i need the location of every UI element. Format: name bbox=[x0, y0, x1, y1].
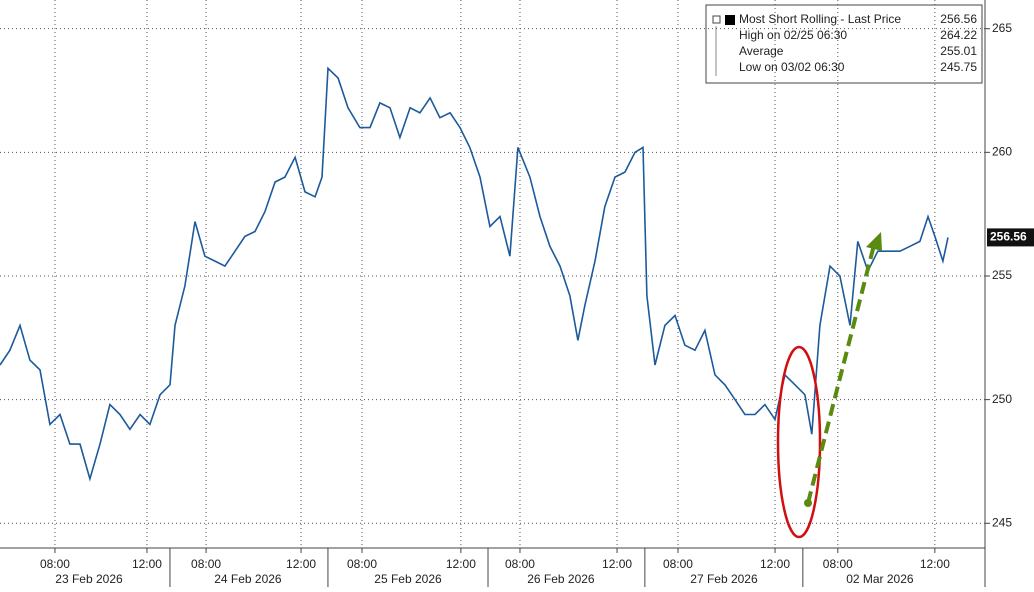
legend-label: Most Short Rolling - Last Price bbox=[739, 12, 901, 26]
x-tick-label: 12:00 bbox=[920, 557, 950, 571]
legend-box bbox=[705, 4, 983, 84]
last-price-tag bbox=[987, 228, 1034, 247]
y-tick-label: 250 bbox=[992, 392, 1012, 406]
y-tick-label: 245 bbox=[992, 515, 1012, 529]
date-label: 26 Feb 2026 bbox=[527, 572, 595, 586]
trend-start bbox=[804, 499, 812, 507]
x-tick-label: 08:00 bbox=[191, 557, 221, 571]
legend-label: Low on 03/02 06:30 bbox=[739, 60, 845, 74]
trend-arrowhead bbox=[866, 232, 882, 251]
x-tick-label: 12:00 bbox=[286, 557, 316, 571]
legend-label: High on 02/25 06:30 bbox=[739, 28, 847, 42]
date-label: 27 Feb 2026 bbox=[690, 572, 758, 586]
x-tick-label: 12:00 bbox=[132, 557, 162, 571]
x-tick-label: 12:00 bbox=[446, 557, 476, 571]
legend-value: 245.75 bbox=[940, 60, 977, 74]
price-line bbox=[0, 66, 949, 482]
date-label: 25 Feb 2026 bbox=[374, 572, 442, 586]
legend-value: 256.56 bbox=[940, 12, 977, 26]
legend-label: Average bbox=[739, 44, 784, 58]
x-tick-label: 08:00 bbox=[505, 557, 535, 571]
legend-swatch bbox=[725, 15, 735, 25]
x-tick-label: 08:00 bbox=[40, 557, 70, 571]
x-tick-label: 12:00 bbox=[602, 557, 632, 571]
y-tick-label: 255 bbox=[992, 268, 1012, 282]
x-tick-label: 08:00 bbox=[823, 557, 853, 571]
trend-arrow bbox=[806, 244, 876, 504]
legend: Most Short Rolling - Last Price 256.56 Hig… bbox=[705, 4, 983, 84]
x-tick-label: 08:00 bbox=[663, 557, 693, 571]
x-tick-label: 12:00 bbox=[760, 557, 790, 571]
date-label: 02 Mar 2026 bbox=[846, 572, 914, 586]
date-label: 23 Feb 2026 bbox=[55, 572, 123, 586]
legend-value: 264.22 bbox=[940, 28, 977, 42]
x-tick-label: 08:00 bbox=[347, 557, 377, 571]
legend-value: 255.01 bbox=[940, 44, 977, 58]
highlight-ellipse bbox=[776, 345, 822, 539]
y-tick-label: 260 bbox=[992, 145, 1012, 159]
date-label: 24 Feb 2026 bbox=[214, 572, 282, 586]
legend-icon bbox=[712, 15, 721, 24]
last-price-label: 256.56 bbox=[990, 230, 1027, 244]
y-tick-label: 265 bbox=[992, 21, 1012, 35]
